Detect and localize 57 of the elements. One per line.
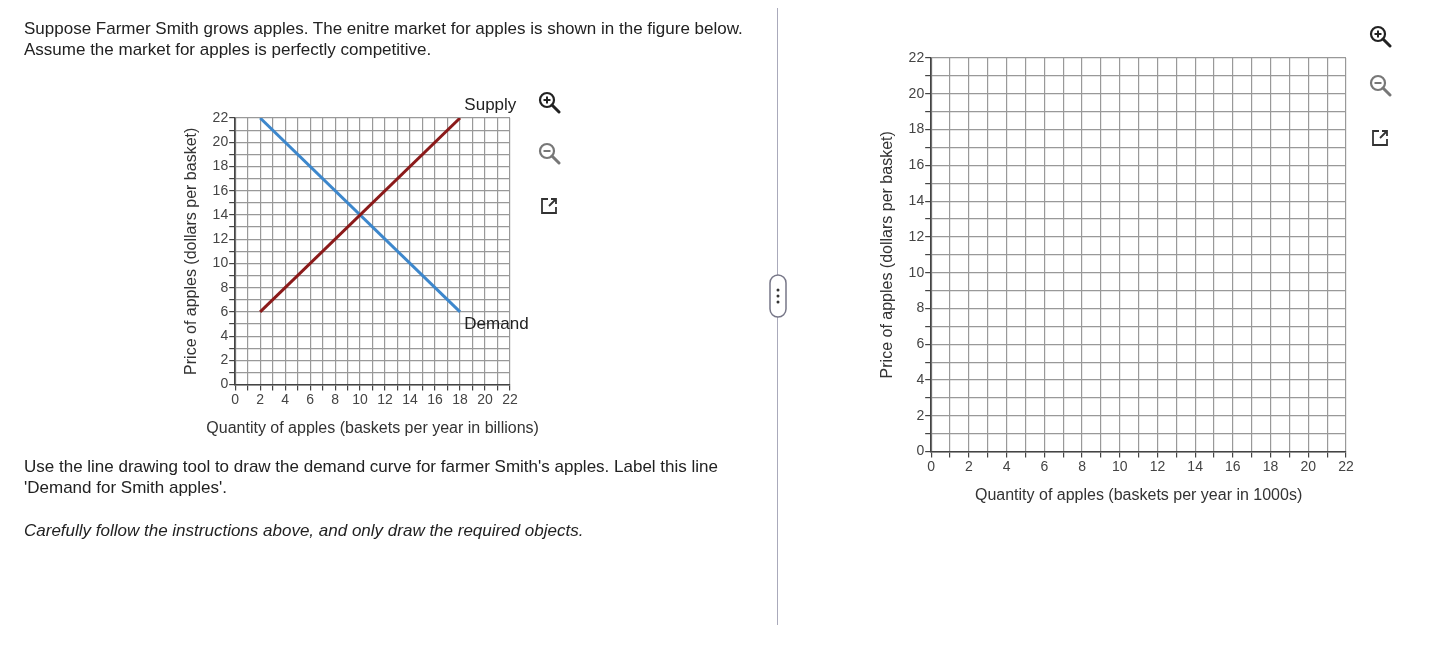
y-tick-label: 22 [212,108,229,125]
x-tick-label: 4 [281,390,290,407]
y-tick-label: 14 [908,191,925,208]
x-tick-label: 20 [477,390,494,407]
x-tick-label: 2 [964,457,973,474]
y-tick-label: 0 [220,375,229,392]
text: Use the line drawing tool to draw the demand curve for farmer Smith's apples. Label this line 'Demand for Smith apples'. [24,456,719,498]
y-tick-label: 0 [916,442,925,459]
x-tick-label: 18 [1262,457,1279,474]
x-tick-label: 22 [502,390,518,407]
y-tick-label: 6 [916,335,925,352]
x-tick-label: 14 [402,390,419,407]
y-tick-label: 12 [908,227,925,244]
x-tick-label: 18 [452,390,469,407]
y-tick-label: 12 [212,230,229,247]
y-tick-label: 16 [908,156,925,173]
y-tick-label: 22 [908,48,925,65]
x-tick-label: 16 [427,390,444,407]
series-label: Supply [464,95,517,115]
x-tick-label: 22 [1338,457,1354,474]
y-tick-label: 18 [908,120,925,137]
x-tick-label: 4 [1002,457,1011,474]
x-tick-label: 20 [1300,457,1317,474]
text: Suppose Farmer Smith grows apples. The enitre market for apples is shown in the figure below. Assume the market for apples is perfectly competitive. [24,18,744,60]
x-tick-label: 10 [352,390,369,407]
y-tick-label: 16 [212,181,229,198]
y-tick-label: 10 [212,254,229,271]
y-tick-label: 4 [220,326,229,343]
x-tick-label: 16 [1225,457,1241,474]
y-tick-label: 8 [916,299,925,316]
y-axis-title: Price of apples (dollars per basket) [182,127,200,375]
x-tick-label: 12 [1149,457,1166,474]
x-tick-label: 0 [231,390,240,407]
series-label: Demand [464,314,529,334]
x-tick-label: 2 [256,390,265,407]
x-axis-title: Quantity of apples (baskets per year in 1000s) [974,486,1303,503]
text: Carefully follow the instructions above, and only draw the required objects. [24,520,585,541]
x-tick-label: 0 [927,457,936,474]
x-tick-label: 12 [377,390,394,407]
y-tick-label: 8 [220,278,229,295]
y-tick-label: 6 [220,302,229,319]
x-tick-label: 6 [1040,457,1049,474]
y-tick-label: 18 [212,157,229,174]
y-tick-label: 14 [212,205,229,222]
y-tick-label: 20 [212,133,229,150]
x-tick-label: 6 [306,390,315,407]
x-tick-label: 10 [1111,457,1128,474]
x-tick-label: 8 [331,390,340,407]
x-tick-label: 8 [1078,457,1087,474]
y-tick-label: 2 [916,406,925,423]
y-tick-label: 4 [916,370,925,387]
x-tick-label: 14 [1187,457,1204,474]
y-tick-label: 20 [908,84,925,101]
y-axis-title: Price of apples (dollars per basket) [878,131,896,379]
x-axis-title: Quantity of apples (baskets per year in billions) [206,419,539,436]
y-tick-label: 10 [908,263,925,280]
y-tick-label: 2 [220,351,229,368]
